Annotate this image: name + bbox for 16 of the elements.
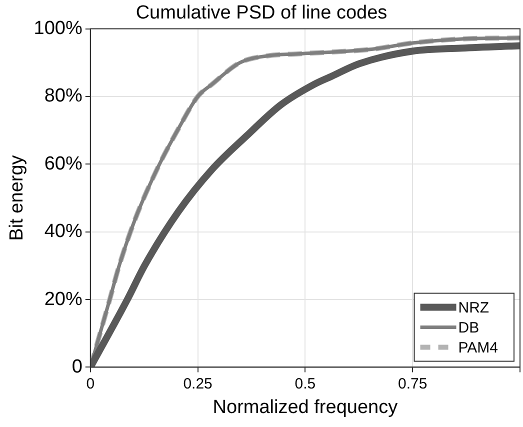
y-axis-title: Bit energy [6,154,28,241]
y-tick-label: 100% [34,18,82,40]
y-tick-label: 40% [44,221,82,242]
y-tick-label: 80% [44,86,82,107]
x-tick-label: 0.5 [294,375,316,392]
y-tick-label: 20% [44,288,82,310]
chart-title: Cumulative PSD of line codes [136,2,388,24]
x-tick-label: 0.75 [398,375,428,392]
y-tick-label: 60% [44,153,82,174]
legend-label: DB [458,319,480,336]
y-tick-label: 0 [72,356,82,378]
x-axis-title: Normalized frequency [212,396,398,418]
x-tick-label: 0 [86,375,95,392]
legend-label: NRZ [458,299,490,316]
legend-label: PAM4 [458,339,498,356]
x-tick-label: 0.25 [183,375,212,392]
